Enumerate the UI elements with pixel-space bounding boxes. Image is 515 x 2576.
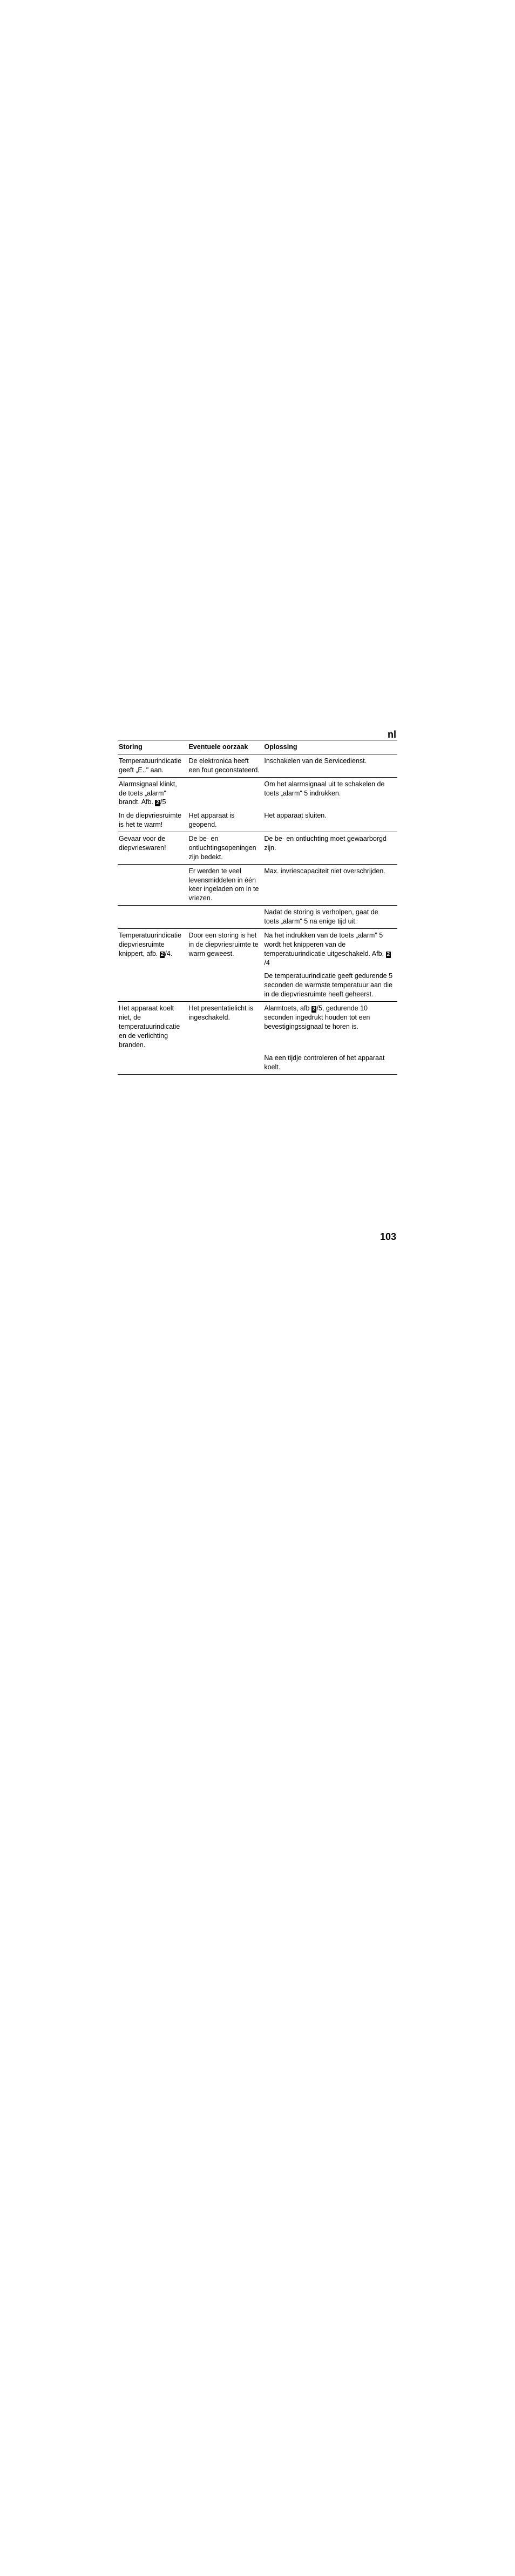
table-cell: Na een tijdje controleren of het apparaa… [263,1051,397,1074]
table-header-row: Storing Eventuele oorzaak Oplossing [118,740,397,754]
language-label: nl [388,729,396,740]
table-row: Het apparaat koelt niet, de temperatuuri… [118,1002,397,1052]
table-cell: De be- en ontluchtingsopeningen zijn bed… [188,832,263,865]
col-header-remedy: Oplossing [263,740,397,754]
table-cell [188,969,263,1001]
table-cell: Nadat de storing is verholpen, gaat de t… [263,906,397,929]
col-header-cause: Eventuele oorzaak [188,740,263,754]
table-cell: Om het alarmsignaal uit te schakelen de … [263,777,397,809]
table-cell [188,1051,263,1074]
table-cell: Alarmtoets, afb 2/5, gedurende 10 second… [263,1002,397,1052]
table-row: Alarmsignaal klinkt, de toets „alarm" br… [118,777,397,809]
table-cell: Het apparaat is geopend. [188,809,263,832]
table-row: Nadat de storing is verholpen, gaat de t… [118,906,397,929]
table-cell [188,777,263,809]
table-cell: Temperatuurindicatie diepvriesruimte kni… [118,928,188,969]
table-row: Er werden te veel levensmiddelen in één … [118,864,397,906]
troubleshooting-table: Storing Eventuele oorzaak Oplossing Temp… [118,740,397,1075]
table-cell: Alarmsignaal klinkt, de toets „alarm" br… [118,777,188,809]
table-cell: In de diepvriesruimte is het te warm! [118,809,188,832]
table-row: Na een tijdje controleren of het apparaa… [118,1051,397,1074]
table-cell: Na het indrukken van de toets „alarm" 5 … [263,928,397,969]
table-row: Gevaar voor de diepvrieswaren!De be- en … [118,832,397,865]
page-number: 103 [380,1231,396,1243]
table-cell: Inschakelen van de Servicedienst. [263,754,397,777]
table-cell [118,1051,188,1074]
table-body: Temperatuurindicatie geeft „E.." aan.De … [118,754,397,1074]
table-cell: Het apparaat sluiten. [263,809,397,832]
table-cell: De temperatuurindicatie geeft gedurende … [263,969,397,1001]
table-cell [188,906,263,929]
table-cell: Er werden te veel levensmiddelen in één … [188,864,263,906]
table-cell: Gevaar voor de diepvrieswaren! [118,832,188,865]
figure-ref-icon: 2 [386,952,391,958]
table-row: Temperatuurindicatie diepvriesruimte kni… [118,928,397,969]
manual-page: nl Storing Eventuele oorzaak Oplossing T… [0,0,515,2576]
table-cell: Max. invriescapaciteit niet overschrijde… [263,864,397,906]
table-cell [118,906,188,929]
table-row: Temperatuurindicatie geeft „E.." aan.De … [118,754,397,777]
table-cell [118,864,188,906]
figure-ref-icon: 2 [155,800,160,806]
col-header-fault: Storing [118,740,188,754]
table-cell: Het presentatielicht is ingeschakeld. [188,1002,263,1052]
table-row: De temperatuurindicatie geeft gedurende … [118,969,397,1001]
table-row: In de diepvriesruimte is het te warm!Het… [118,809,397,832]
table-cell: De be- en ontluchting moet gewaarborgd z… [263,832,397,865]
figure-ref-icon: 2 [311,1006,317,1013]
table-cell: Temperatuurindicatie geeft „E.." aan. [118,754,188,777]
figure-ref-icon: 2 [160,952,165,958]
table-cell [118,969,188,1001]
table-cell: Het apparaat koelt niet, de temperatuuri… [118,1002,188,1052]
table-cell: Door een storing is het in de diepvriesr… [188,928,263,969]
table-cell: De elektronica heeft een fout geconstate… [188,754,263,777]
